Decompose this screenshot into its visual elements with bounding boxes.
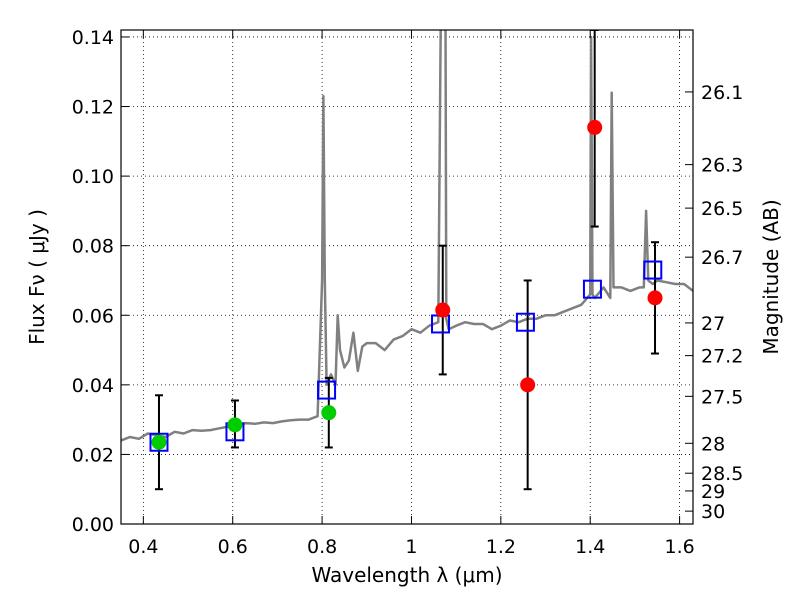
right-tick-label: 26.3 [701, 155, 743, 177]
data-point [647, 290, 663, 306]
plot-background [121, 30, 693, 524]
x-tick-label: 1 [405, 536, 417, 558]
y-tick-label: 0.12 [72, 97, 114, 119]
right-tick-label: 28 [701, 433, 725, 455]
data-point [151, 434, 167, 450]
x-axis-title: Wavelength λ (μm) [311, 563, 502, 587]
data-point [227, 417, 243, 433]
x-tick-label: 0.4 [128, 536, 158, 558]
right-tick-label: 27.2 [701, 346, 743, 368]
model-photometry-square [515, 312, 535, 332]
tick-layer [121, 30, 693, 525]
y-tick-label: 0.10 [72, 166, 114, 188]
right-tick-label: 27.5 [701, 386, 743, 408]
spectrum-layer [121, 30, 693, 442]
model-photometry-square [582, 279, 602, 299]
model-photometry-square [643, 260, 663, 280]
right-tick-label: 27 [701, 313, 725, 335]
y-tick-label: 0.04 [72, 375, 114, 397]
x-tick-label: 1.6 [664, 536, 694, 558]
plot-frame [120, 29, 694, 525]
right-tick-label: 26.5 [701, 198, 743, 220]
y-axis-title: Flux Fν ( μJy ) [25, 209, 49, 345]
x-tick-label: 1.4 [575, 536, 605, 558]
y-tick-label: 0.02 [72, 444, 114, 466]
right-tick-label: 26.7 [701, 247, 743, 269]
marker-layer [149, 119, 663, 452]
data-point [435, 302, 451, 318]
x-tick-label: 0.8 [307, 536, 337, 558]
spectrum-line [121, 30, 693, 442]
data-point [321, 405, 337, 421]
y-tick-label: 0.00 [72, 514, 114, 536]
x-tick-label: 0.6 [218, 536, 248, 558]
model-photometry-square [149, 432, 169, 452]
data-point [520, 377, 536, 393]
grid [121, 30, 693, 524]
right-tick-label: 30 [701, 501, 725, 523]
right-axis-title: Magnitude (AB) [759, 199, 783, 354]
y-tick-label: 0.06 [72, 305, 114, 327]
y-tick-label: 0.08 [72, 236, 114, 258]
y-tick-label: 0.14 [72, 27, 114, 49]
right-tick-label: 26.1 [701, 82, 743, 104]
label-layer: 0.4 0.6 0.8 1 1.2 1.4 1.6 0.00 0.02 0.04 0.06 0.08 0… [72, 27, 744, 558]
right-tick-label: 28.5 [701, 463, 743, 485]
x-tick-label: 1.2 [486, 536, 516, 558]
right-tick-label: 29 [701, 481, 725, 503]
model-photometry-square [317, 380, 337, 400]
data-point [587, 119, 603, 135]
